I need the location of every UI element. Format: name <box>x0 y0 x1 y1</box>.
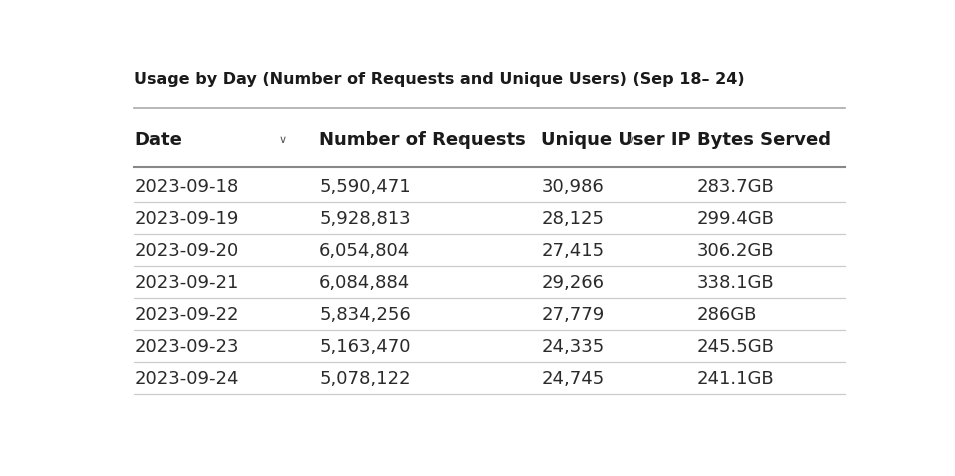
Text: Unique User IP: Unique User IP <box>541 130 690 149</box>
Text: 2023-09-20: 2023-09-20 <box>134 242 239 260</box>
Text: 24,335: 24,335 <box>541 337 605 356</box>
Text: 2023-09-23: 2023-09-23 <box>134 337 239 356</box>
Text: 283.7GB: 283.7GB <box>697 178 775 196</box>
Text: Usage by Day (Number of Requests and Unique Users) (Sep 18– 24): Usage by Day (Number of Requests and Uni… <box>134 72 745 87</box>
Text: 5,078,122: 5,078,122 <box>319 369 411 387</box>
Text: 306.2GB: 306.2GB <box>697 242 775 260</box>
Text: 286GB: 286GB <box>697 306 757 324</box>
Text: 29,266: 29,266 <box>541 274 605 292</box>
Text: 6,054,804: 6,054,804 <box>319 242 411 260</box>
Text: 5,928,813: 5,928,813 <box>319 210 411 228</box>
Text: 24,745: 24,745 <box>541 369 605 387</box>
Text: 27,415: 27,415 <box>541 242 605 260</box>
Text: Bytes Served: Bytes Served <box>697 130 831 149</box>
Text: 245.5GB: 245.5GB <box>697 337 775 356</box>
Text: 27,779: 27,779 <box>541 306 605 324</box>
Text: 2023-09-21: 2023-09-21 <box>134 274 239 292</box>
Text: 5,590,471: 5,590,471 <box>319 178 411 196</box>
Text: Date: Date <box>134 130 182 149</box>
Text: 5,163,470: 5,163,470 <box>319 337 411 356</box>
Text: ∨: ∨ <box>626 135 634 145</box>
Text: 2023-09-19: 2023-09-19 <box>134 210 239 228</box>
Text: 2023-09-22: 2023-09-22 <box>134 306 239 324</box>
Text: 30,986: 30,986 <box>541 178 604 196</box>
Text: 28,125: 28,125 <box>541 210 605 228</box>
Text: ∨: ∨ <box>456 135 464 145</box>
Text: 2023-09-24: 2023-09-24 <box>134 369 239 387</box>
Text: Number of Requests: Number of Requests <box>319 130 526 149</box>
Text: 338.1GB: 338.1GB <box>697 274 775 292</box>
Text: 2023-09-18: 2023-09-18 <box>134 178 239 196</box>
Text: 241.1GB: 241.1GB <box>697 369 775 387</box>
Text: ∨: ∨ <box>279 135 286 145</box>
Text: 5,834,256: 5,834,256 <box>319 306 411 324</box>
Text: 6,084,884: 6,084,884 <box>319 274 411 292</box>
Text: 299.4GB: 299.4GB <box>697 210 775 228</box>
